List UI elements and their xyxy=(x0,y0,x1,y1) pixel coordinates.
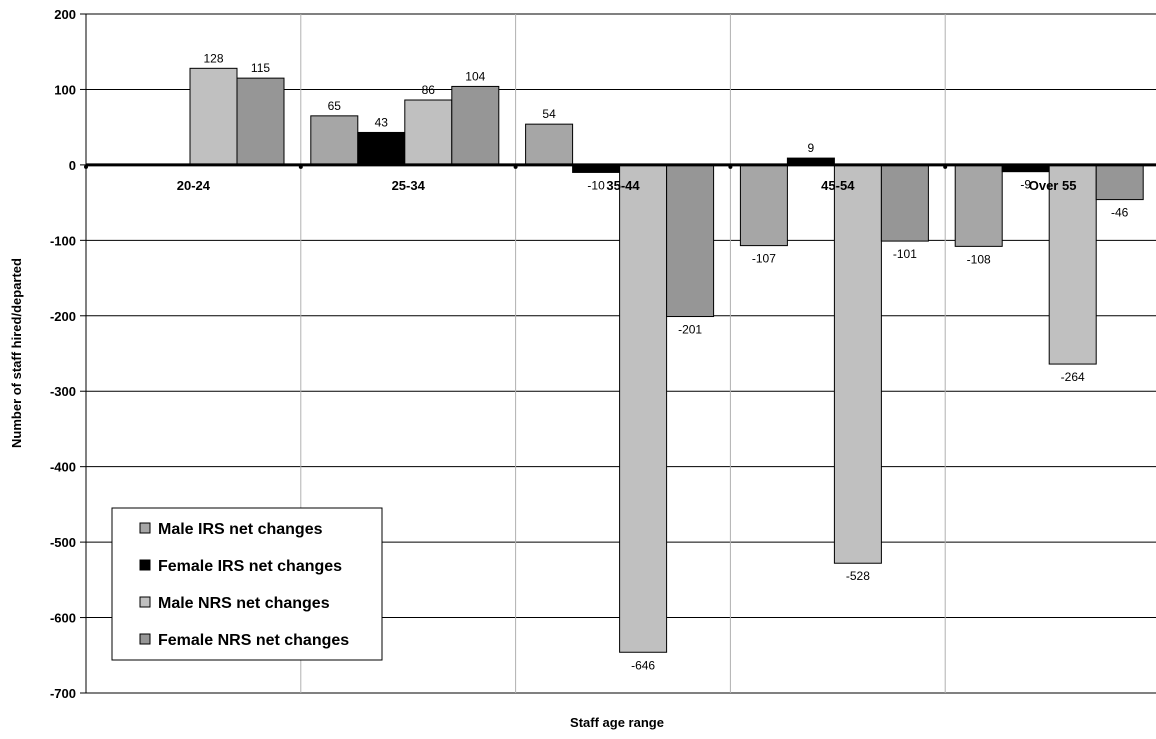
data-label: 86 xyxy=(422,83,436,97)
bar xyxy=(451,85,500,166)
legend-swatch xyxy=(139,522,151,534)
data-label: -46 xyxy=(1111,206,1129,220)
category-tick-marker xyxy=(728,164,733,169)
data-labels: 65 54 -107 -108 43 -10 9 -9 128 86 -646 -528 -264 115… xyxy=(203,51,1128,672)
category-tick-marker xyxy=(943,164,948,169)
legend-swatch xyxy=(139,596,151,608)
category-label: 35-44 xyxy=(606,178,640,193)
bars xyxy=(189,67,1144,653)
bar xyxy=(739,164,788,247)
bar xyxy=(619,164,668,653)
bar xyxy=(404,99,453,166)
data-label: 104 xyxy=(465,69,485,83)
legend-swatch xyxy=(139,633,151,645)
y-tick-label: -200 xyxy=(50,309,76,324)
data-label: -264 xyxy=(1061,370,1085,384)
category-tick-marker xyxy=(298,164,303,169)
legend-label: Male IRS net changes xyxy=(158,521,323,538)
legend: Male IRS net changes Female IRS net chang… xyxy=(111,507,383,661)
category-label: 25-34 xyxy=(392,178,426,193)
bar xyxy=(1095,164,1144,201)
y-tick-label: -400 xyxy=(50,460,76,475)
y-tick-label: -700 xyxy=(50,686,76,701)
category-tick-marker xyxy=(513,164,518,169)
legend-box xyxy=(111,507,383,661)
bar xyxy=(525,123,574,166)
bar xyxy=(833,164,882,564)
legend-swatch xyxy=(139,559,151,571)
category-tick-marker xyxy=(84,164,88,169)
category-label: Over 55 xyxy=(1029,178,1077,193)
category-label: 45-54 xyxy=(821,178,855,193)
bar xyxy=(357,131,406,166)
y-axis-title: Number of staff hired/departed xyxy=(9,258,24,448)
bar xyxy=(666,164,715,318)
y-tick-label: -300 xyxy=(50,384,76,399)
data-label: 54 xyxy=(542,107,556,121)
y-tick-label: 100 xyxy=(54,82,76,97)
x-axis-title: Staff age range xyxy=(570,715,664,730)
legend-label: Female IRS net changes xyxy=(158,558,342,575)
data-label: -201 xyxy=(678,323,702,337)
bar xyxy=(954,164,1003,247)
category-label: 20-24 xyxy=(177,178,211,193)
y-tick-label: 0 xyxy=(69,158,76,173)
axes: 200 100 0 -100 -200 -300 -400 -500 -600 -700 20-24… xyxy=(50,7,1156,701)
y-tick-label: -600 xyxy=(50,611,76,626)
data-label: 65 xyxy=(328,99,342,113)
bar xyxy=(880,164,929,242)
legend-label: Female NRS net changes xyxy=(158,632,349,649)
data-label: -108 xyxy=(967,252,991,266)
data-label: -101 xyxy=(893,247,917,261)
bar xyxy=(1048,164,1097,365)
data-label: 43 xyxy=(375,115,389,129)
data-label: 128 xyxy=(203,51,223,65)
bar xyxy=(189,67,238,166)
data-label: -9 xyxy=(1020,178,1031,192)
data-label: 9 xyxy=(808,141,815,155)
data-label: -107 xyxy=(752,252,776,266)
legend-label: Male NRS net changes xyxy=(158,595,330,612)
data-label: -528 xyxy=(846,569,870,583)
bar xyxy=(236,77,285,166)
y-tick-label: 200 xyxy=(54,7,76,22)
data-label: -10 xyxy=(587,178,605,192)
data-label: 115 xyxy=(251,61,270,75)
y-tick-label: -500 xyxy=(50,535,76,550)
bar xyxy=(310,115,359,166)
data-label: -646 xyxy=(631,658,655,672)
y-tick-label: -100 xyxy=(50,233,76,248)
